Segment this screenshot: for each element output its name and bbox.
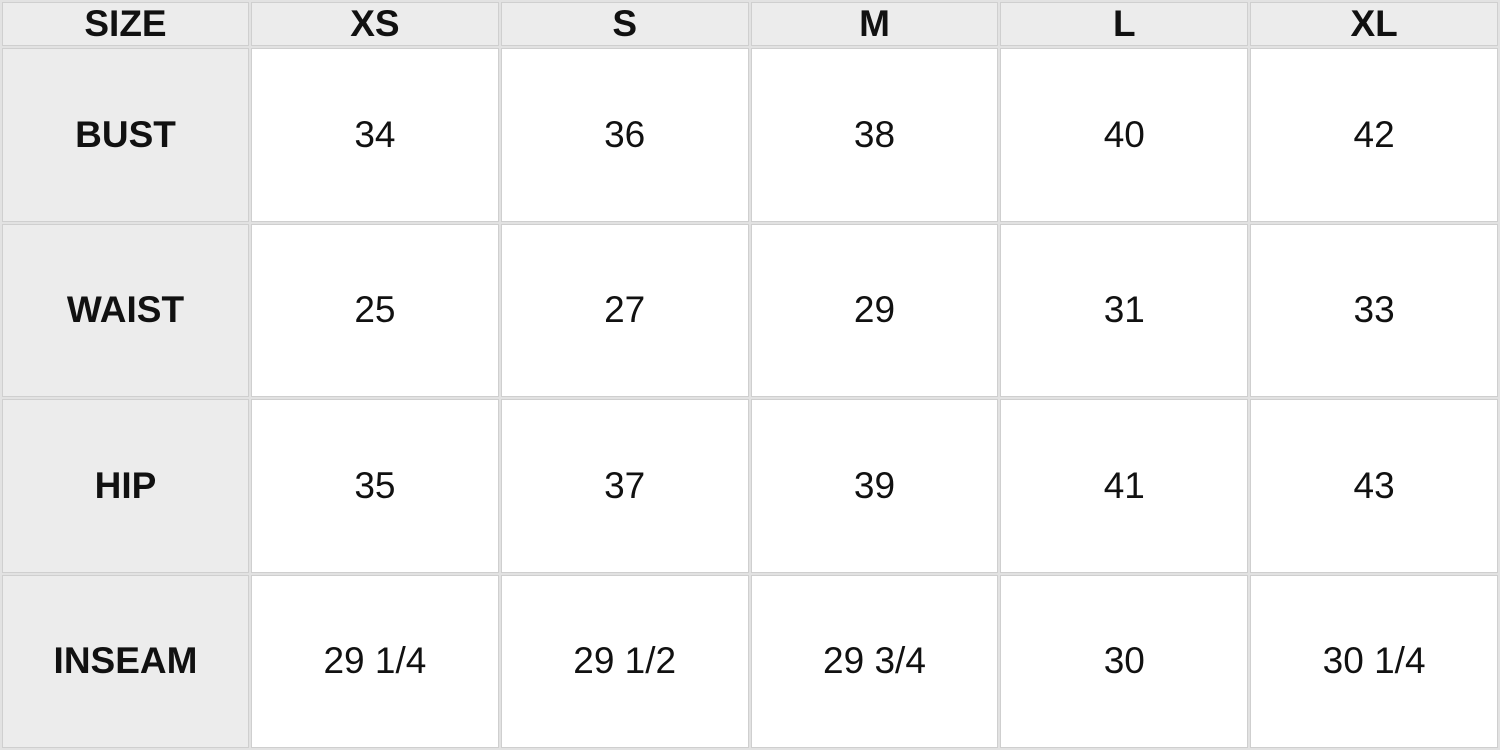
measurement-cell: 30 1/4 [1250,574,1498,748]
size-column-header: M [750,2,999,46]
measurement-cell: 43 [1250,399,1498,573]
measurement-cell: 29 1/2 [500,574,749,748]
measurement-cell: 25 [251,223,499,397]
size-column-header: S [500,2,749,46]
header-row: SIZE XS S M L XL [2,2,1498,46]
measurement-cell: 31 [1000,223,1249,397]
measurement-cell: 37 [500,399,749,573]
measurement-cell: 39 [750,399,999,573]
table-row: INSEAM 29 1/4 29 1/2 29 3/4 30 30 1/4 [2,574,1498,748]
row-label: INSEAM [2,574,249,748]
table-row: HIP 35 37 39 41 43 [2,399,1498,573]
size-column-header: XL [1250,2,1498,46]
measurement-cell: 33 [1250,223,1498,397]
measurement-cell: 41 [1000,399,1249,573]
row-label: WAIST [2,223,249,397]
measurement-cell: 27 [500,223,749,397]
row-label: BUST [2,48,249,222]
size-column-header: L [1000,2,1249,46]
measurement-cell: 38 [750,48,999,222]
row-label: HIP [2,399,249,573]
measurement-cell: 42 [1250,48,1498,222]
table-row: BUST 34 36 38 40 42 [2,48,1498,222]
table-row: WAIST 25 27 29 31 33 [2,223,1498,397]
measurement-cell: 30 [1000,574,1249,748]
measurement-cell: 36 [500,48,749,222]
measurement-cell: 40 [1000,48,1249,222]
size-header: SIZE [2,2,249,46]
measurement-cell: 35 [251,399,499,573]
measurement-cell: 29 3/4 [750,574,999,748]
measurement-cell: 34 [251,48,499,222]
measurement-cell: 29 1/4 [251,574,499,748]
measurement-cell: 29 [750,223,999,397]
size-column-header: XS [251,2,499,46]
